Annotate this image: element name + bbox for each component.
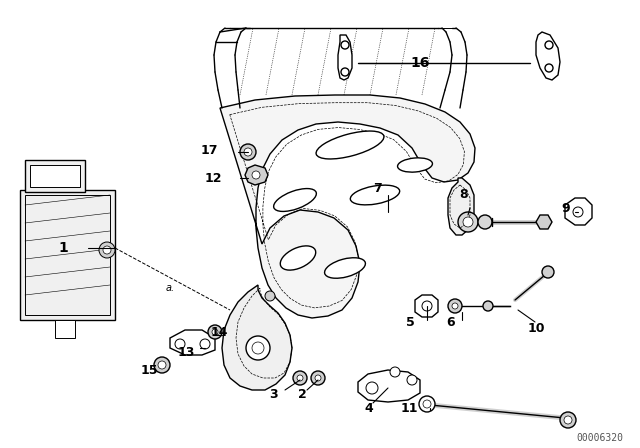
Polygon shape [536, 32, 560, 80]
Circle shape [154, 357, 170, 373]
Circle shape [246, 336, 270, 360]
Text: 14: 14 [211, 326, 228, 339]
Polygon shape [358, 370, 420, 402]
Text: 4: 4 [364, 401, 373, 414]
Text: 7: 7 [373, 181, 382, 194]
Bar [20, 190, 115, 320]
Circle shape [293, 371, 307, 385]
Text: 13: 13 [178, 346, 195, 359]
Ellipse shape [280, 246, 316, 270]
Circle shape [244, 148, 252, 156]
Circle shape [422, 301, 432, 311]
Polygon shape [220, 95, 475, 318]
Polygon shape [170, 330, 215, 355]
Circle shape [240, 144, 256, 160]
Circle shape [545, 64, 553, 72]
Circle shape [341, 41, 349, 49]
Text: 10: 10 [527, 322, 545, 335]
Circle shape [99, 242, 115, 258]
Circle shape [265, 291, 275, 301]
Ellipse shape [316, 131, 384, 159]
Circle shape [212, 329, 218, 335]
Text: 8: 8 [460, 189, 468, 202]
Bar [25, 195, 110, 315]
Ellipse shape [350, 185, 399, 205]
Text: 00006320: 00006320 [577, 433, 623, 443]
Polygon shape [448, 178, 474, 235]
Circle shape [463, 217, 473, 227]
Text: 16: 16 [411, 56, 430, 70]
Text: 2: 2 [298, 388, 307, 401]
Circle shape [390, 367, 400, 377]
Bar [55, 320, 75, 338]
Circle shape [542, 266, 554, 278]
Circle shape [297, 375, 303, 381]
Circle shape [564, 416, 572, 424]
Text: 6: 6 [446, 315, 455, 328]
Polygon shape [245, 165, 268, 185]
Circle shape [448, 299, 462, 313]
Circle shape [158, 361, 166, 369]
Circle shape [175, 339, 185, 349]
Text: a.: a. [165, 283, 175, 293]
Text: 11: 11 [401, 401, 418, 414]
Text: 17: 17 [200, 143, 218, 156]
Circle shape [252, 342, 264, 354]
Circle shape [483, 301, 493, 311]
Text: 5: 5 [406, 315, 415, 328]
Circle shape [252, 171, 260, 179]
Circle shape [545, 41, 553, 49]
Circle shape [311, 371, 325, 385]
Circle shape [423, 400, 431, 408]
Circle shape [573, 207, 583, 217]
Circle shape [452, 303, 458, 309]
Text: 12: 12 [205, 172, 222, 185]
Circle shape [200, 339, 210, 349]
Ellipse shape [274, 189, 316, 211]
Polygon shape [415, 295, 438, 317]
Circle shape [366, 382, 378, 394]
Text: 1: 1 [58, 241, 68, 255]
Circle shape [478, 215, 492, 229]
Circle shape [103, 246, 111, 254]
Text: 9: 9 [561, 202, 570, 215]
Circle shape [560, 412, 576, 428]
Polygon shape [536, 215, 552, 229]
Bar [30, 165, 80, 187]
Ellipse shape [397, 158, 433, 172]
Bar [25, 160, 85, 192]
Text: 3: 3 [269, 388, 278, 401]
Circle shape [315, 375, 321, 381]
Ellipse shape [324, 258, 365, 278]
Polygon shape [565, 198, 592, 225]
Polygon shape [338, 35, 352, 80]
Circle shape [458, 212, 478, 232]
Polygon shape [222, 285, 292, 390]
Circle shape [407, 375, 417, 385]
Circle shape [341, 68, 349, 76]
Circle shape [208, 325, 222, 339]
Text: 15: 15 [141, 363, 158, 376]
Circle shape [419, 396, 435, 412]
